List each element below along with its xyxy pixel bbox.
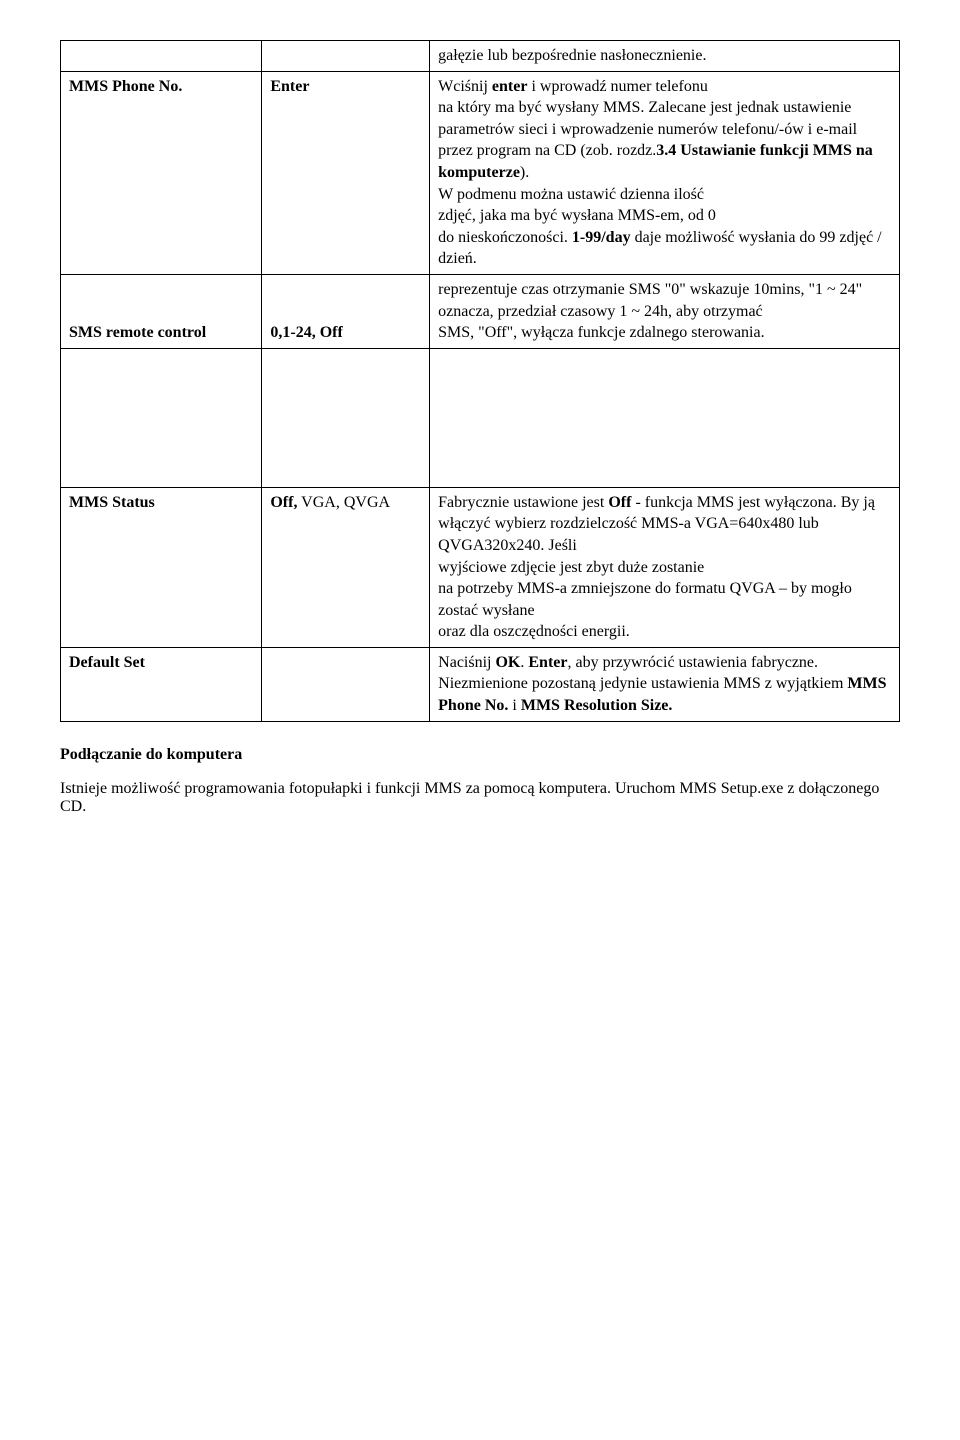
bold-word: OK xyxy=(495,654,520,671)
settings-table: gałęzie lub bezpośrednie nasłonecznienie… xyxy=(60,40,900,722)
bold-word: Off xyxy=(608,494,635,511)
bold-word: MMS Resolution Size. xyxy=(521,697,673,714)
cell-value: 0,1-24, Off xyxy=(270,324,342,341)
cell-text: oraz dla oszczędności energii. xyxy=(438,623,630,640)
cell-text: ). xyxy=(520,164,529,181)
cell-label: MMS Phone No. xyxy=(69,78,182,95)
cell-label: SMS remote control xyxy=(69,324,206,341)
cell-text: reprezentuje czas otrzymanie SMS "0" wsk… xyxy=(438,281,862,320)
bold-word: 1-99/day xyxy=(572,229,631,246)
cell-text: wyjściowe zdjęcie jest zbyt duże zostani… xyxy=(438,559,704,576)
cell-text: do nieskończoności. xyxy=(438,229,572,246)
cell-text: Naciśnij xyxy=(438,654,495,671)
cell-text: na potrzeby MMS-a zmniejszone do formatu… xyxy=(438,580,852,619)
table-row: SMS remote control 0,1-24, Off reprezent… xyxy=(61,274,900,348)
spacer-row xyxy=(61,348,900,487)
bold-word: Enter xyxy=(528,654,567,671)
cell-text: zdjęć, jaka ma być wysłana MMS-em, od 0 xyxy=(438,207,716,224)
cell-text: gałęzie lub bezpośrednie nasłonecznienie… xyxy=(438,47,706,64)
table-row: MMS Phone No. Enter Wciśnij enter i wpro… xyxy=(61,71,900,274)
table-row: gałęzie lub bezpośrednie nasłonecznienie… xyxy=(61,41,900,72)
cell-value: VGA, QVGA xyxy=(297,494,390,511)
cell-text: Wciśnij xyxy=(438,78,492,95)
table-row: Default Set Naciśnij OK. Enter, aby przy… xyxy=(61,647,900,721)
cell-label: Default Set xyxy=(69,654,145,671)
paragraph: Istnieje możliwość programowania fotopuł… xyxy=(60,780,900,816)
section-heading: Podłączanie do komputera xyxy=(60,746,900,764)
bold-word: enter xyxy=(492,78,528,95)
table-row: MMS Status Off, VGA, QVGA Fabrycznie ust… xyxy=(61,487,900,647)
cell-text: SMS, "Off", wyłącza funkcje zdalnego ste… xyxy=(438,324,764,341)
cell-value: Enter xyxy=(270,78,309,95)
cell-text: i xyxy=(508,697,520,714)
cell-text: i wprowadź numer telefonu xyxy=(527,78,707,95)
cell-text: Fabrycznie ustawione jest xyxy=(438,494,608,511)
bold-word: Off, xyxy=(270,494,297,511)
cell-label: MMS Status xyxy=(69,494,155,511)
cell-text: W podmenu można ustawić dzienna ilość xyxy=(438,186,704,203)
